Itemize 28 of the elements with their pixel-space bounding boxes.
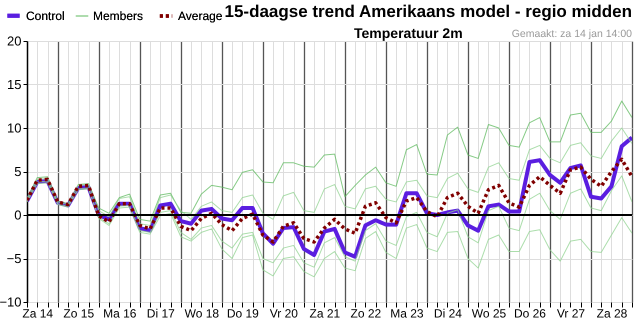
x-tick-label: Za 28 <box>596 306 628 320</box>
x-tick-label: Wo 25 <box>472 306 506 320</box>
chart-subtitle: Temperatuur 2m <box>354 25 463 41</box>
x-tick-label: Zo 22 <box>350 306 382 320</box>
legend-label: Members <box>93 9 144 23</box>
x-tick-label: Do 19 <box>226 306 260 320</box>
x-tick-label: Za 21 <box>310 306 341 320</box>
x-tick-label: Za 14 <box>22 306 54 320</box>
x-tick-label: Vr 27 <box>556 306 586 320</box>
chart-title: 15-daagse trend Amerikaans model - regio midden <box>224 2 632 22</box>
y-tick-label: 5 <box>14 164 22 179</box>
x-tick-label: Wo 18 <box>184 306 220 320</box>
text: Gemaakt: za 14 jan 14:00 <box>512 28 632 40</box>
x-tick-label: Di 24 <box>434 306 462 320</box>
x-tick-label: Ma 16 <box>103 306 137 320</box>
y-tick-label: 20 <box>7 34 22 48</box>
y-tick-label: −10 <box>0 294 22 310</box>
y-tick-label: 10 <box>7 120 22 136</box>
x-tick-label: Do 26 <box>514 306 546 320</box>
x-tick-label: Di 17 <box>146 306 176 320</box>
legend-label: Average <box>178 9 223 23</box>
y-tick-label: 15 <box>7 77 22 92</box>
legend-label: Control <box>26 8 65 23</box>
y-tick-label: 0 <box>14 208 22 222</box>
y-tick-label: −5 <box>6 251 22 266</box>
x-tick-label: Vr 20 <box>270 306 298 320</box>
x-tick-label: Zo 15 <box>63 306 94 320</box>
x-tick-label: Ma 23 <box>390 306 424 320</box>
